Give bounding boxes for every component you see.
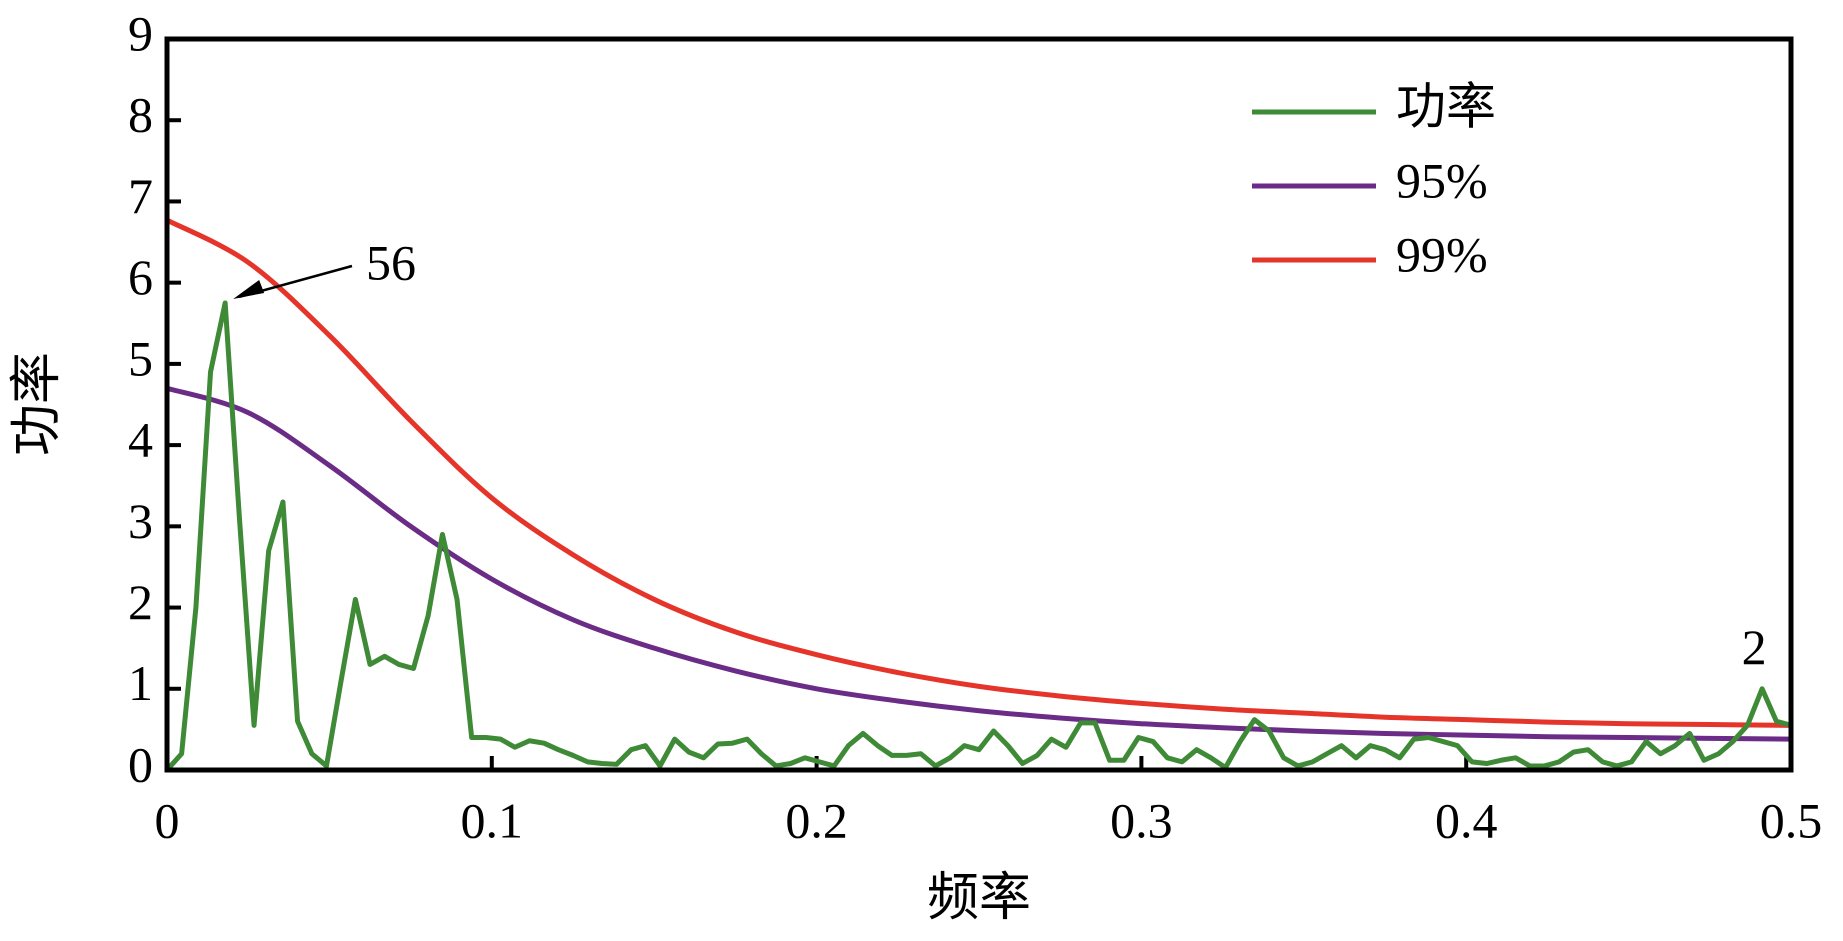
y-tick-label: 5 xyxy=(128,330,153,386)
series-line xyxy=(165,217,1792,728)
legend-label: 99% xyxy=(1396,226,1488,282)
annotation: 56 xyxy=(366,234,416,290)
x-tick-label: 0.3 xyxy=(1110,792,1173,848)
series-line xyxy=(165,300,1792,772)
annotation-arrowhead xyxy=(233,279,265,299)
series-line xyxy=(166,385,1792,742)
plot-frame xyxy=(164,36,1794,773)
y-tick-label: 7 xyxy=(128,168,153,224)
y-axis-title: 功率 xyxy=(9,352,66,456)
y-tick-label: 6 xyxy=(128,249,153,305)
x-tick-label: 0.1 xyxy=(461,792,524,848)
y-tick-label: 1 xyxy=(128,655,153,711)
x-tick-label: 0 xyxy=(155,792,180,848)
x-tick-label: 0.2 xyxy=(785,792,848,848)
x-axis-title: 频率 xyxy=(927,870,1031,927)
x-tick-label: 0.4 xyxy=(1435,792,1498,848)
y-tick-label: 0 xyxy=(128,736,153,792)
legend-label: 95% xyxy=(1396,152,1488,208)
y-tick-label: 9 xyxy=(128,5,153,61)
y-tick-label: 2 xyxy=(128,574,153,630)
x-tick-label: 0.5 xyxy=(1760,792,1823,848)
y-tick-label: 4 xyxy=(128,412,153,468)
y-tick-label: 3 xyxy=(128,493,153,549)
annotation: 2 xyxy=(1742,619,1767,675)
legend-label: 功率 xyxy=(1396,78,1496,134)
y-tick-label: 8 xyxy=(128,87,153,143)
